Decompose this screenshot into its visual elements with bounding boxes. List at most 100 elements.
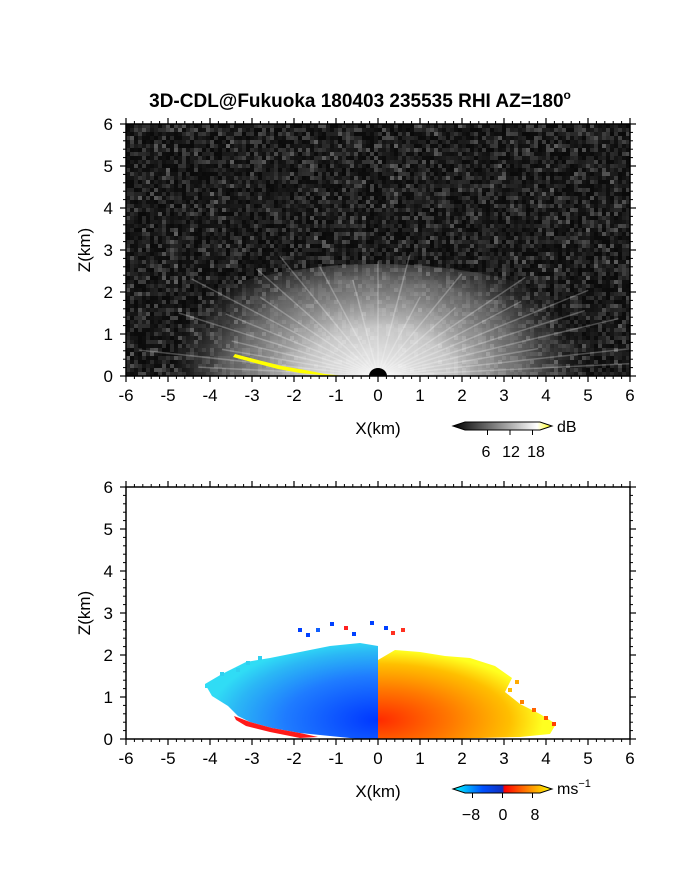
noise-cell: [210, 124, 214, 128]
noise-cell: [610, 268, 614, 272]
noise-cell: [330, 260, 334, 264]
noise-cell: [538, 192, 542, 196]
noise-cell: [166, 224, 170, 228]
noise-cell: [354, 232, 358, 236]
noise-cell: [398, 140, 402, 144]
noise-cell: [206, 212, 210, 216]
noise-cell: [158, 148, 162, 152]
noise-cell: [370, 208, 374, 212]
noise-cell: [502, 172, 506, 176]
noise-cell: [598, 196, 602, 200]
noise-cell: [470, 176, 474, 180]
noise-cell: [442, 228, 446, 232]
noise-cell: [218, 136, 222, 140]
noise-cell: [470, 160, 474, 164]
noise-cell: [394, 184, 398, 188]
noise-cell: [338, 244, 342, 248]
noise-cell: [218, 212, 222, 216]
noise-cell: [210, 196, 214, 200]
noise-cell: [490, 272, 494, 276]
noise-cell: [422, 260, 426, 264]
noise-cell: [374, 224, 378, 228]
noise-cell: [574, 276, 578, 280]
noise-cell: [154, 128, 158, 132]
noise-cell: [238, 252, 242, 256]
noise-cell: [174, 244, 178, 248]
noise-cell: [278, 184, 282, 188]
noise-cell: [258, 236, 262, 240]
noise-cell: [234, 208, 238, 212]
noise-cell: [158, 276, 162, 280]
noise-cell: [150, 248, 154, 252]
noise-cell: [170, 148, 174, 152]
noise-cell: [582, 216, 586, 220]
noise-cell: [546, 216, 550, 220]
noise-cell: [146, 260, 150, 264]
noise-cell: [554, 128, 558, 132]
noise-cell: [550, 156, 554, 160]
noise-cell: [542, 160, 546, 164]
noise-cell: [446, 248, 450, 252]
noise-cell: [178, 208, 182, 212]
noise-cell: [382, 204, 386, 208]
noise-cell: [394, 148, 398, 152]
noise-cell: [310, 164, 314, 168]
noise-cell: [326, 260, 330, 264]
noise-cell: [262, 232, 266, 236]
noise-cell: [142, 144, 146, 148]
noise-cell: [154, 136, 158, 140]
noise-cell: [346, 180, 350, 184]
noise-cell: [266, 208, 270, 212]
noise-cell: [574, 272, 578, 276]
noise-cell: [426, 196, 430, 200]
noise-cell: [462, 156, 466, 160]
noise-cell: [378, 148, 382, 152]
noise-cell: [574, 168, 578, 172]
noise-cell: [230, 148, 234, 152]
noise-cell: [370, 248, 374, 252]
noise-cell: [158, 196, 162, 200]
noise-cell: [226, 212, 230, 216]
noise-cell: [518, 184, 522, 188]
noise-cell: [222, 192, 226, 196]
noise-cell: [350, 124, 354, 128]
noise-cell: [598, 272, 602, 276]
noise-cell: [606, 208, 610, 212]
noise-cell: [214, 248, 218, 252]
noise-cell: [594, 264, 598, 268]
noise-cell: [238, 212, 242, 216]
noise-cell: [238, 152, 242, 156]
noise-cell: [166, 232, 170, 236]
noise-cell: [578, 212, 582, 216]
noise-cell: [602, 220, 606, 224]
noise-cell: [138, 224, 142, 228]
noise-cell: [498, 268, 502, 272]
noise-cell: [614, 132, 618, 136]
noise-cell: [222, 220, 226, 224]
noise-cell: [518, 236, 522, 240]
noise-cell: [306, 220, 310, 224]
noise-cell: [166, 248, 170, 252]
noise-cell: [330, 128, 334, 132]
noise-cell: [322, 160, 326, 164]
noise-cell: [214, 260, 218, 264]
noise-cell: [494, 200, 498, 204]
noise-cell: [142, 172, 146, 176]
noise-cell: [270, 240, 274, 244]
noise-cell: [554, 276, 558, 280]
noise-cell: [362, 184, 366, 188]
noise-cell: [546, 268, 550, 272]
noise-cell: [598, 248, 602, 252]
noise-cell: [530, 172, 534, 176]
noise-cell: [170, 232, 174, 236]
noise-cell: [474, 192, 478, 196]
noise-cell: [618, 228, 622, 232]
noise-cell: [438, 140, 442, 144]
noise-cell: [298, 168, 302, 172]
noise-cell: [126, 172, 130, 176]
noise-cell: [170, 200, 174, 204]
noise-cell: [230, 248, 234, 252]
noise-cell: [346, 244, 350, 248]
noise-cell: [518, 220, 522, 224]
noise-cell: [342, 200, 346, 204]
